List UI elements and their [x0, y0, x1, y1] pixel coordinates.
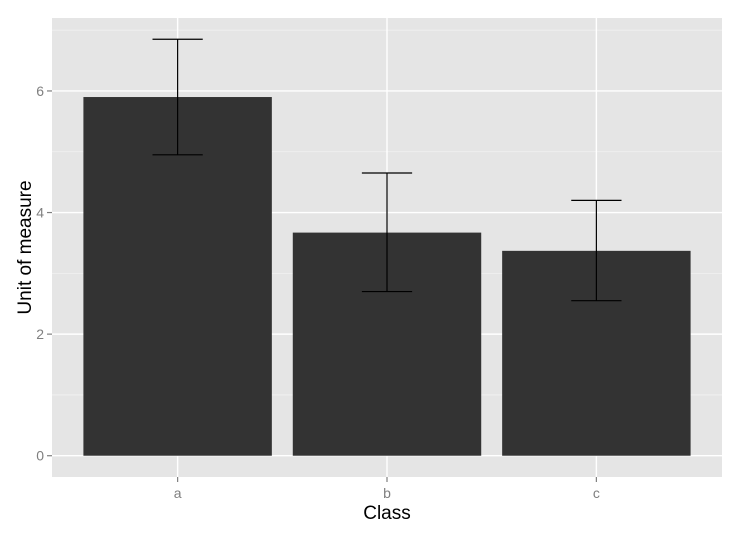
error-bar-a	[152, 38, 203, 156]
x-tick-label-a: a	[174, 485, 182, 501]
y-tick-labels: 0 2 4 6	[36, 83, 44, 464]
y-tick-label: 0	[36, 448, 44, 464]
x-tick-label-c: c	[593, 485, 600, 501]
y-tick-label: 6	[36, 83, 44, 99]
axis-ticks	[47, 90, 597, 482]
x-axis-title: Class	[363, 503, 411, 524]
y-axis-title: Unit of measure	[15, 180, 36, 314]
x-tick-labels: a b c	[174, 485, 600, 501]
bar-a	[83, 97, 272, 456]
error-bars	[152, 38, 622, 302]
error-bar-b	[361, 172, 413, 293]
y-tick-label: 4	[36, 205, 44, 221]
y-tick-label: 2	[36, 326, 44, 342]
x-tick-label-b: b	[383, 485, 391, 501]
error-bar-c	[571, 199, 622, 302]
